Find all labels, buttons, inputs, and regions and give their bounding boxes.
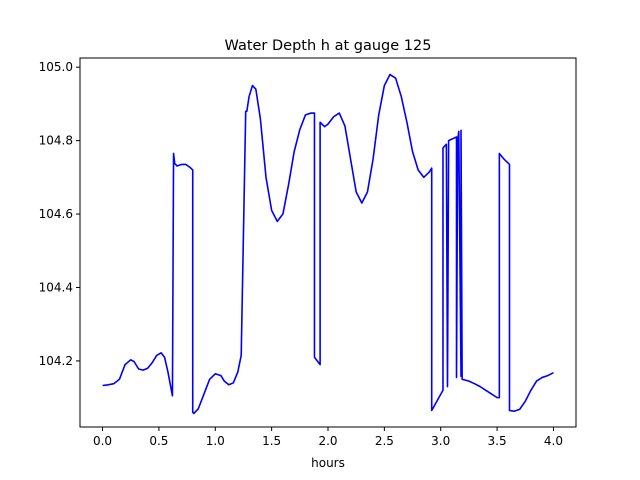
- x-axis-label: hours: [311, 456, 345, 470]
- x-tick-label: 0.5: [149, 434, 168, 448]
- x-tick-label: 4.0: [544, 434, 563, 448]
- x-axis: 0.0 0.5 1.0 1.5 2.0 2.5 3.0 3.5 4.0: [93, 427, 563, 448]
- y-tick-label: 104.4: [39, 280, 73, 294]
- series-line: [102, 73, 554, 415]
- y-tick-label: 104.6: [39, 207, 73, 221]
- x-tick-label: 1.0: [206, 434, 225, 448]
- x-tick-label: 3.5: [488, 434, 507, 448]
- x-tick-label: 2.0: [318, 434, 337, 448]
- y-tick-label: 104.8: [39, 134, 73, 148]
- chart-title: Water Depth h at gauge 125: [225, 38, 432, 54]
- x-tick-label: 0.0: [93, 434, 112, 448]
- x-tick-label: 2.5: [375, 434, 394, 448]
- x-tick-label: 1.5: [262, 434, 281, 448]
- series-layer: [102, 73, 554, 415]
- x-tick-label: 3.0: [431, 434, 450, 448]
- y-tick-label: 105.0: [39, 60, 73, 74]
- y-axis: 104.2 104.4 104.6 104.8 105.0: [39, 60, 80, 368]
- y-tick-label: 104.2: [39, 354, 73, 368]
